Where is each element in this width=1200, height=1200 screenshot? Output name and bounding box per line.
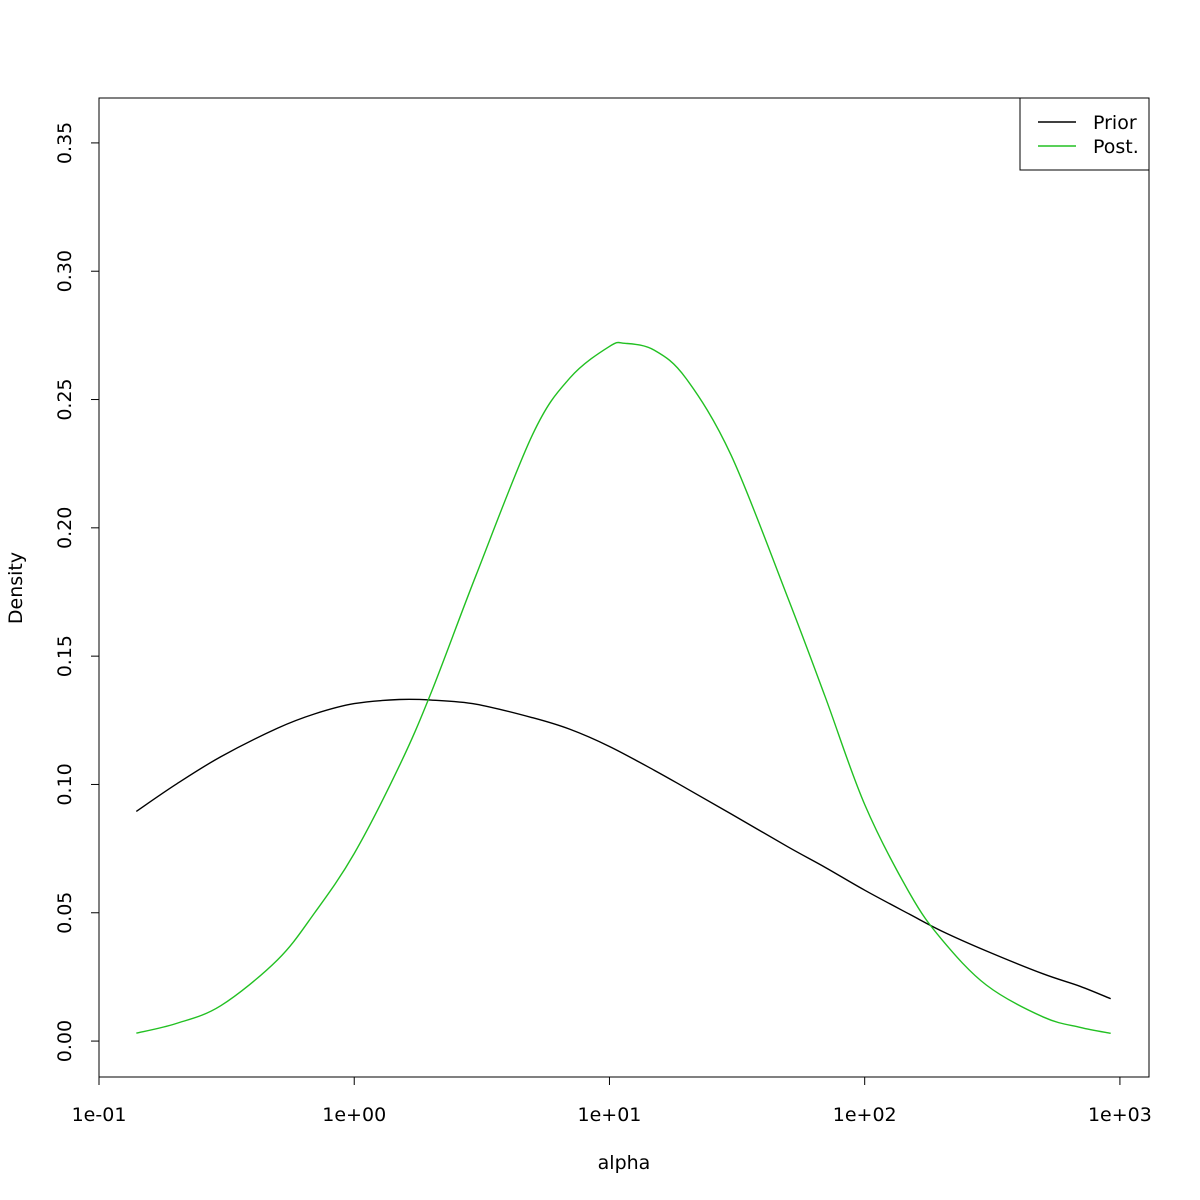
- legend-label: Prior: [1093, 112, 1137, 134]
- y-tick-label: 0.00: [54, 1020, 76, 1062]
- x-tick-label: 1e+02: [833, 1104, 897, 1126]
- y-axis: 0.00 0.05 0.10 0.15 0.20 0.25 0.30 0.35: [54, 122, 100, 1062]
- series-line-prior: [135, 698, 1111, 1000]
- x-axis: 1e-01 1e+00 1e+01 1e+02 1e+03: [72, 1076, 1152, 1126]
- y-tick-label: 0.05: [54, 892, 76, 934]
- series-line-post: [136, 341, 1111, 1035]
- x-axis-title: alpha: [598, 1152, 651, 1174]
- y-tick-label: 0.20: [54, 507, 76, 549]
- plot-lines: [135, 341, 1111, 1035]
- x-tick-label: 1e-01: [72, 1104, 127, 1126]
- x-tick-label: 1e+03: [1088, 1104, 1152, 1126]
- y-tick-label: 0.35: [54, 122, 76, 164]
- y-tick-label: 0.15: [54, 635, 76, 677]
- x-tick-label: 1e+00: [322, 1104, 386, 1126]
- plot-frame: [98, 97, 1150, 1078]
- y-tick-label: 0.10: [54, 763, 76, 805]
- y-tick-label: 0.30: [54, 250, 76, 292]
- x-tick-label: 1e+01: [578, 1104, 642, 1126]
- legend-box: [1019, 97, 1150, 171]
- legend-label: Post.: [1093, 136, 1139, 158]
- y-axis-title: Density: [5, 552, 27, 624]
- y-tick-label: 0.25: [54, 378, 76, 420]
